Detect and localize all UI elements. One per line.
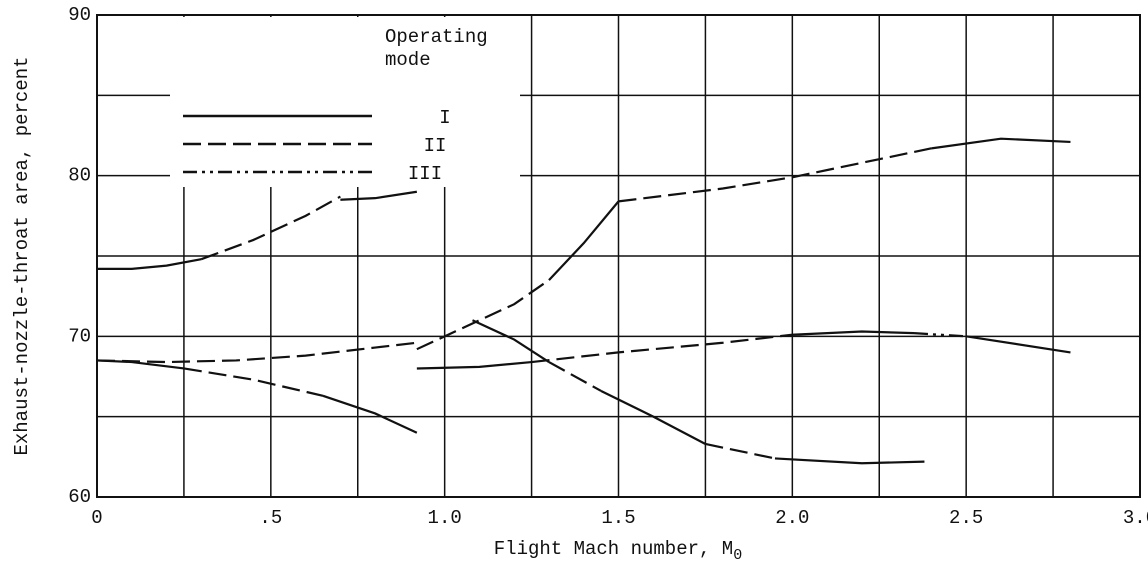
- curve: [792, 330, 915, 336]
- legend-label: II: [424, 135, 447, 157]
- curve: [774, 457, 925, 465]
- x-tick-label: .5: [259, 507, 282, 529]
- x-tick-label: 2.0: [775, 507, 809, 529]
- x-tick-label: 2.5: [949, 507, 983, 529]
- curve: [183, 367, 324, 397]
- curve: [913, 332, 967, 338]
- legend-label: III: [408, 163, 442, 185]
- curve: [531, 333, 793, 364]
- curve: [97, 258, 202, 270]
- x-axis-label-main: Flight Mach number, M: [494, 538, 733, 560]
- curve: [200, 195, 341, 261]
- curve: [472, 319, 550, 363]
- x-axis-label-sub: 0: [733, 547, 742, 564]
- x-tick-label: 1.0: [428, 507, 462, 529]
- curve: [600, 389, 706, 445]
- y-tick-label: 70: [68, 325, 91, 347]
- curve: [548, 200, 620, 281]
- curve: [548, 361, 602, 392]
- y-axis-label: Exhaust-nozzle-throat area, percent: [11, 56, 33, 455]
- curve: [618, 147, 932, 203]
- plot-frame: [96, 14, 1141, 498]
- legend-label: I: [439, 107, 450, 129]
- curve: [416, 360, 532, 370]
- y-tick-label: 80: [68, 165, 91, 187]
- legend-box: [170, 17, 520, 187]
- x-tick-label: 1.5: [601, 507, 635, 529]
- y-tick-label: 90: [68, 4, 91, 26]
- curve: [322, 394, 418, 434]
- legend-title: mode: [385, 49, 431, 71]
- curve: [705, 442, 776, 460]
- curve: [96, 341, 417, 364]
- curve: [931, 137, 1071, 150]
- x-axis-label: Flight Mach number, M0: [494, 538, 742, 564]
- x-tick-label: 0: [91, 507, 102, 529]
- curve: [416, 279, 550, 351]
- curve: [965, 335, 1071, 354]
- x-tick-label: 3.0: [1123, 507, 1148, 529]
- curve: [340, 190, 418, 201]
- y-tick-label: 60: [68, 486, 91, 508]
- legend-title: Operating: [385, 26, 488, 48]
